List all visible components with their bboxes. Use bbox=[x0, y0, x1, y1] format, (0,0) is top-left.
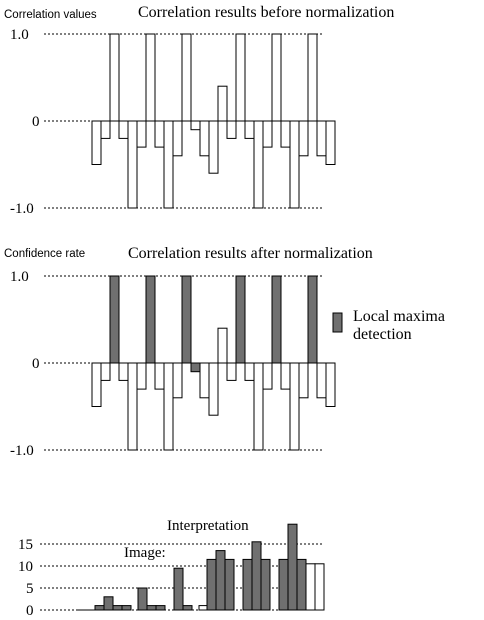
panel2-bar bbox=[145, 275, 156, 364]
panel2-bar bbox=[307, 275, 318, 364]
panel2-bar bbox=[136, 362, 147, 390]
panel3-bar bbox=[215, 550, 226, 611]
panel3-bar bbox=[146, 605, 157, 611]
panel2-bar bbox=[163, 362, 174, 451]
panel1-bar bbox=[253, 120, 264, 209]
panel3-bar bbox=[242, 558, 253, 611]
panel1-bar bbox=[127, 120, 138, 209]
panel2-bar bbox=[280, 362, 291, 390]
panel3-bar bbox=[137, 587, 148, 611]
panel1-bars bbox=[91, 33, 336, 209]
panel2-bar bbox=[154, 362, 165, 390]
panel1-ylabel: Correlation values bbox=[4, 9, 97, 21]
panel3-bar bbox=[278, 558, 289, 611]
panel1-bar bbox=[289, 120, 300, 209]
panel2-bar bbox=[262, 362, 273, 390]
panel2-bar bbox=[298, 362, 309, 399]
panel3-bar bbox=[296, 558, 307, 611]
panel2-bar bbox=[118, 362, 129, 381]
panel3-ytick-10: 10 bbox=[18, 559, 33, 575]
panel3-bar bbox=[251, 541, 262, 611]
panel3-bar bbox=[314, 563, 325, 611]
panel2-bar bbox=[316, 362, 327, 399]
panel3-bar bbox=[173, 567, 184, 611]
panel3-bar bbox=[121, 605, 132, 611]
legend-label-line1: Local maxima bbox=[353, 308, 445, 325]
panel1-bar bbox=[226, 120, 237, 139]
panel1-bar bbox=[208, 120, 219, 174]
panel1-bar bbox=[280, 120, 291, 148]
panel1-title: Correlation results before normalization bbox=[138, 4, 394, 21]
panel2-title: Correlation results after normalization bbox=[128, 245, 373, 262]
panel1-bar bbox=[91, 120, 102, 165]
legend-label-line2: detection bbox=[353, 326, 412, 343]
panel1-bar bbox=[307, 33, 318, 122]
panel2-bar bbox=[271, 275, 282, 364]
panel1-bar bbox=[181, 33, 192, 122]
panel3-bar bbox=[103, 596, 114, 611]
panel3-bar bbox=[182, 605, 193, 611]
panel2-bar bbox=[253, 362, 264, 451]
panel1-bar bbox=[100, 120, 111, 139]
panel2-bar bbox=[100, 362, 111, 381]
panel1-ytick-zero: 0 bbox=[32, 114, 40, 130]
panel3-bar bbox=[224, 558, 235, 611]
panel2-bar bbox=[109, 275, 120, 364]
panel3-image-annotation: Image: bbox=[124, 545, 166, 561]
panel2-bar bbox=[181, 275, 192, 364]
panel2-bar bbox=[91, 362, 102, 407]
panel1-bar bbox=[325, 120, 336, 165]
panel2-bar bbox=[199, 362, 210, 399]
panel1-bar bbox=[136, 120, 147, 148]
panel1-bar bbox=[118, 120, 129, 139]
panel1-bar bbox=[109, 33, 120, 122]
panel1-ytick-bottom: -1.0 bbox=[10, 201, 34, 217]
panel3-bar bbox=[260, 558, 271, 611]
panel2-bar bbox=[244, 362, 255, 381]
panel2-ylabel: Confidence rate bbox=[4, 248, 85, 260]
panel2-bar bbox=[208, 362, 219, 416]
panel3-bar bbox=[94, 605, 105, 611]
panel2-bar bbox=[289, 362, 300, 451]
panel2-ytick-top: 1.0 bbox=[10, 269, 29, 285]
legend-swatch bbox=[332, 312, 343, 333]
panel1-bar bbox=[217, 85, 228, 122]
panel1-bar bbox=[163, 120, 174, 209]
panel2-bar bbox=[217, 327, 228, 364]
panel2-bar bbox=[190, 362, 201, 373]
panel2-ytick-zero: 0 bbox=[32, 356, 40, 372]
panel2-ytick-bottom: -1.0 bbox=[10, 443, 34, 459]
panel1-ytick-top: 1.0 bbox=[10, 27, 29, 43]
panel1-bar bbox=[316, 120, 327, 157]
panel2-bar bbox=[172, 362, 183, 399]
panel3-bar bbox=[305, 563, 316, 611]
panel2-bar bbox=[127, 362, 138, 451]
panel3-ytick-0: 0 bbox=[26, 603, 34, 619]
panel1-bar bbox=[244, 120, 255, 139]
panel1-bar bbox=[298, 120, 309, 157]
panel2-bar bbox=[235, 275, 246, 364]
panel3-ytick-5: 5 bbox=[26, 581, 34, 597]
panel3-bar bbox=[206, 558, 217, 611]
panel3-bar bbox=[287, 523, 298, 611]
panel2-bar bbox=[325, 362, 336, 407]
panel1-bar bbox=[145, 33, 156, 122]
panel2-bar bbox=[226, 362, 237, 381]
panel1-bar bbox=[172, 120, 183, 157]
panel3-bar bbox=[155, 605, 166, 611]
panel1-bar bbox=[235, 33, 246, 122]
panel3-ytick-15: 15 bbox=[18, 537, 33, 553]
panel2-bars bbox=[91, 275, 336, 451]
panel3-bars bbox=[94, 523, 325, 611]
panel3-bar bbox=[112, 605, 123, 611]
panel3-title: Interpretation bbox=[167, 518, 249, 534]
panel1-bar bbox=[262, 120, 273, 148]
panel1-bar bbox=[154, 120, 165, 148]
panel1-bar bbox=[271, 33, 282, 122]
panel1-bar bbox=[199, 120, 210, 157]
panel2-legend: Local maxima detection bbox=[332, 308, 445, 343]
panel1-bar bbox=[190, 120, 201, 131]
